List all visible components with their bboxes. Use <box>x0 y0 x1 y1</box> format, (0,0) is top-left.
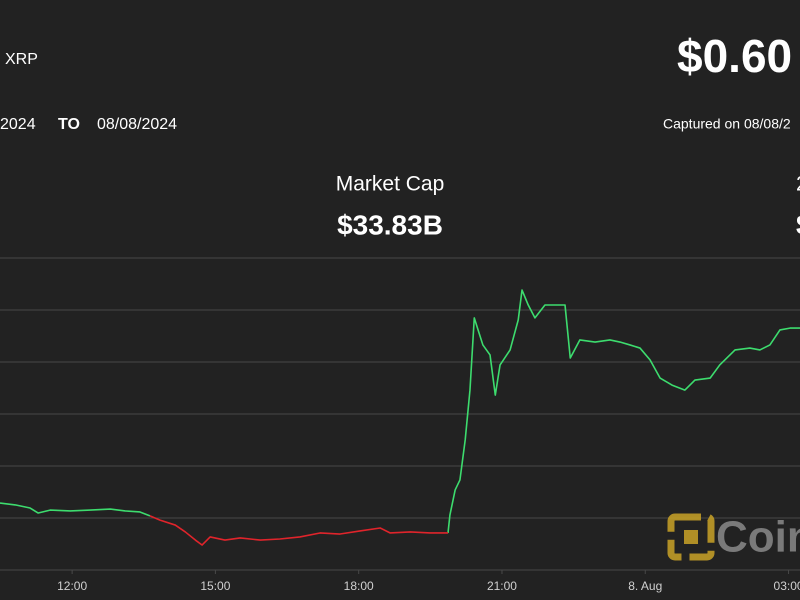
price-line <box>447 289 800 534</box>
stat-label: 2 <box>796 173 800 196</box>
stat-value: $33.83B <box>337 209 443 240</box>
plot-area: 12:00 15:00 18:00 21:00 8. Aug 03:00 <box>0 257 800 593</box>
logo-icon <box>667 513 715 561</box>
x-tick-label: 12:00 <box>57 579 87 593</box>
price-line <box>149 515 448 546</box>
x-tick-label: 15:00 <box>200 579 230 593</box>
x-tick-label: 03:00 <box>774 579 800 593</box>
captured-date: Captured on 08/08/2 <box>663 116 791 132</box>
range-to: TO <box>58 116 80 133</box>
range-start: 2024 <box>0 116 36 133</box>
asset-name: XRP <box>5 51 38 68</box>
price: $0.60 <box>677 30 792 82</box>
stat-label: Market Cap <box>336 173 445 196</box>
x-tick-label: 21:00 <box>487 579 517 593</box>
watermark-text: Coin <box>716 513 800 562</box>
price-line <box>0 502 151 517</box>
x-tick-label: 18:00 <box>344 579 374 593</box>
range-end: 08/08/2024 <box>97 116 177 133</box>
x-tick-label: 8. Aug <box>628 579 662 593</box>
watermark-logo: Coin <box>667 513 800 562</box>
stat-value: $ <box>796 209 800 240</box>
logo-icon <box>684 530 698 544</box>
